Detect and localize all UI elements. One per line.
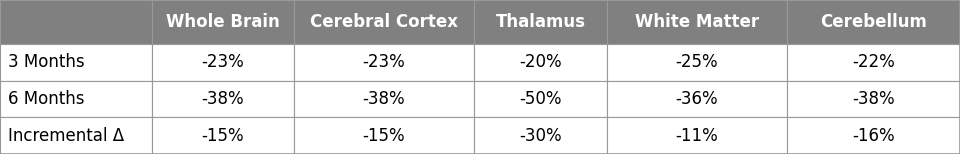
Bar xyxy=(607,44,787,81)
Bar xyxy=(474,81,607,117)
Bar xyxy=(152,44,294,81)
Text: -23%: -23% xyxy=(363,53,405,71)
Bar xyxy=(0,117,152,154)
Text: 3 Months: 3 Months xyxy=(8,53,84,71)
Bar xyxy=(294,0,474,44)
Text: -30%: -30% xyxy=(519,127,562,145)
Text: -38%: -38% xyxy=(202,90,244,108)
Bar xyxy=(787,117,960,154)
Text: -20%: -20% xyxy=(519,53,562,71)
Bar xyxy=(152,0,294,44)
Text: -16%: -16% xyxy=(852,127,895,145)
Text: -15%: -15% xyxy=(363,127,405,145)
Bar xyxy=(474,0,607,44)
Text: -36%: -36% xyxy=(676,90,718,108)
Text: -22%: -22% xyxy=(852,53,895,71)
Text: -11%: -11% xyxy=(676,127,718,145)
Text: Whole Brain: Whole Brain xyxy=(166,13,279,31)
Text: -23%: -23% xyxy=(202,53,244,71)
Text: Cerebellum: Cerebellum xyxy=(820,13,927,31)
Bar xyxy=(607,81,787,117)
Text: -38%: -38% xyxy=(852,90,895,108)
Text: Cerebral Cortex: Cerebral Cortex xyxy=(310,13,458,31)
Text: -15%: -15% xyxy=(202,127,244,145)
Text: -25%: -25% xyxy=(676,53,718,71)
Text: Thalamus: Thalamus xyxy=(495,13,586,31)
Text: White Matter: White Matter xyxy=(635,13,759,31)
Text: 6 Months: 6 Months xyxy=(8,90,84,108)
Bar xyxy=(0,44,152,81)
Bar xyxy=(607,117,787,154)
Bar xyxy=(294,44,474,81)
Bar xyxy=(152,117,294,154)
Bar xyxy=(607,0,787,44)
Bar xyxy=(0,0,152,44)
Bar xyxy=(152,81,294,117)
Text: -38%: -38% xyxy=(363,90,405,108)
Bar xyxy=(787,44,960,81)
Bar xyxy=(474,117,607,154)
Bar xyxy=(294,81,474,117)
Bar xyxy=(474,44,607,81)
Text: Incremental Δ: Incremental Δ xyxy=(8,127,124,145)
Bar xyxy=(0,81,152,117)
Bar xyxy=(787,81,960,117)
Bar xyxy=(787,0,960,44)
Text: -50%: -50% xyxy=(519,90,562,108)
Bar xyxy=(294,117,474,154)
